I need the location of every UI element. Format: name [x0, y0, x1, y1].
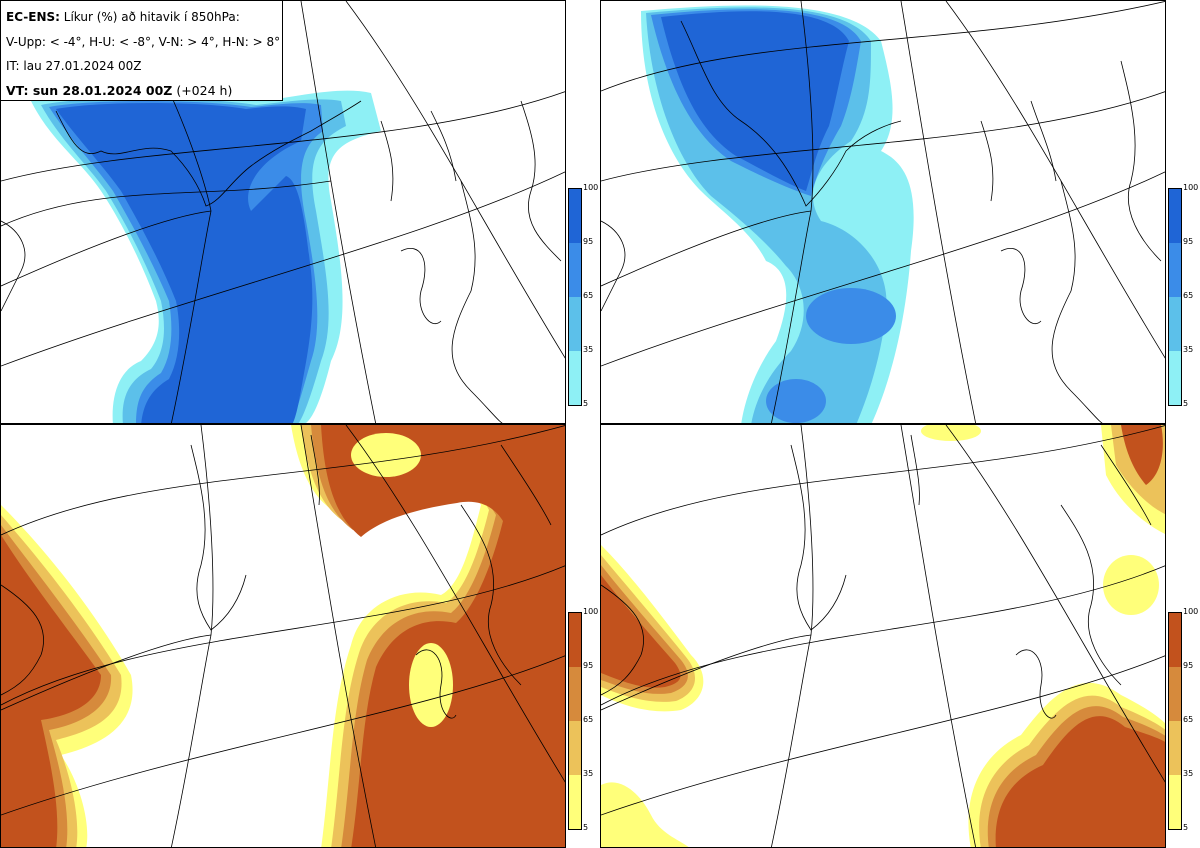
map-canvas-bl [1, 425, 565, 847]
coastlines [1, 434, 552, 719]
colorbar-segment [569, 613, 581, 667]
map-panel-cold-4: EC-ENS: Líkur (%) að hitavik í 850hPa: V… [0, 0, 566, 424]
colorbar-tick-label: 35 [1183, 345, 1194, 354]
colorbar-segment [569, 243, 581, 297]
initial-time: IT: lau 27.01.2024 00Z [6, 59, 142, 73]
colorbar-tick-label: 65 [1183, 291, 1194, 300]
colorbar-tick-label: 95 [583, 237, 594, 246]
coastlines [601, 434, 1152, 719]
colorbar-segment [569, 351, 581, 405]
colorbar-tick-label: 5 [1183, 823, 1189, 832]
prob-area-light [601, 782, 689, 847]
colorbar-tick-label: 100 [1183, 607, 1199, 616]
colorbar-tick-label: 95 [1183, 661, 1194, 670]
prob-area-light [409, 643, 453, 727]
map-canvas-tr [601, 1, 1165, 423]
colorbar-tick-label: 5 [1183, 399, 1189, 408]
graticule [1, 425, 565, 847]
colorbar-tick-label: 35 [583, 345, 594, 354]
colorbar-segment [1169, 775, 1181, 829]
colorbar-tick-label: 100 [583, 607, 599, 616]
prob-area-light [351, 433, 421, 477]
colorbar-tick-label: 35 [583, 769, 594, 778]
map-panel-cold-8 [600, 0, 1166, 424]
map-canvas-br [601, 425, 1165, 847]
colorbar-tick-label: 65 [1183, 715, 1194, 724]
colorbar-tick-label: 100 [1183, 183, 1199, 192]
map-canvas-tl [1, 1, 565, 423]
valid-time: VT: sun 28.01.2024 00Z [6, 82, 173, 98]
prob-area-dark [1121, 425, 1163, 485]
colorbar-segment [1169, 297, 1181, 351]
model-name: EC-ENS: [6, 10, 60, 24]
prob-area-light [1103, 555, 1159, 615]
threshold-legend: V-Upp: < -4°, H-U: < -8°, V-N: > 4°, H-N… [6, 34, 281, 49]
map-panel-warm-4 [0, 424, 566, 848]
colorbar-tick-label: 100 [583, 183, 599, 192]
prob-area-dark [321, 425, 565, 847]
colorbar-segment [569, 775, 581, 829]
prob-area-dark [995, 716, 1165, 847]
colorbar-top-right [1168, 188, 1182, 406]
prob-area-dark [601, 575, 681, 688]
colorbar-segment [569, 721, 581, 775]
graticule [1, 1, 565, 423]
graticule [601, 1, 1165, 423]
prob-area-dark [661, 11, 849, 191]
colorbar-tick-label: 95 [583, 661, 594, 670]
colorbar-top-left [568, 188, 582, 406]
prob-area-med [806, 288, 896, 344]
colorbar-tick-label: 95 [1183, 237, 1194, 246]
colorbar-tick-label: 5 [583, 399, 589, 408]
colorbar-bottom-left [568, 612, 582, 830]
map-panel-warm-8 [600, 424, 1166, 848]
colorbar-bottom-right [1168, 612, 1182, 830]
colorbar-segment [569, 297, 581, 351]
colorbar-segment [1169, 613, 1181, 667]
coastlines [1, 100, 562, 423]
colorbar-segment [1169, 351, 1181, 405]
colorbar-segment [1169, 189, 1181, 243]
graticule [601, 425, 1165, 847]
map-info-box: EC-ENS: Líkur (%) að hitavik í 850hPa: V… [1, 1, 283, 101]
colorbar-segment [569, 189, 581, 243]
colorbar-tick-label: 65 [583, 715, 594, 724]
colorbar-tick-label: 5 [583, 823, 589, 832]
prob-area-dark [1, 535, 101, 847]
colorbar-segment [569, 667, 581, 721]
colorbar-segment [1169, 667, 1181, 721]
lead-time: (+024 h) [172, 82, 233, 98]
coastlines [601, 20, 1162, 423]
colorbar-segment [1169, 721, 1181, 775]
prob-area-dark [56, 103, 313, 423]
prob-area-med [766, 379, 826, 423]
colorbar-tick-label: 65 [583, 291, 594, 300]
prob-area-light [921, 425, 981, 441]
colorbar-segment [1169, 243, 1181, 297]
variable-description: Líkur (%) að hitavik í 850hPa: [59, 10, 240, 24]
colorbar-tick-label: 35 [1183, 769, 1194, 778]
